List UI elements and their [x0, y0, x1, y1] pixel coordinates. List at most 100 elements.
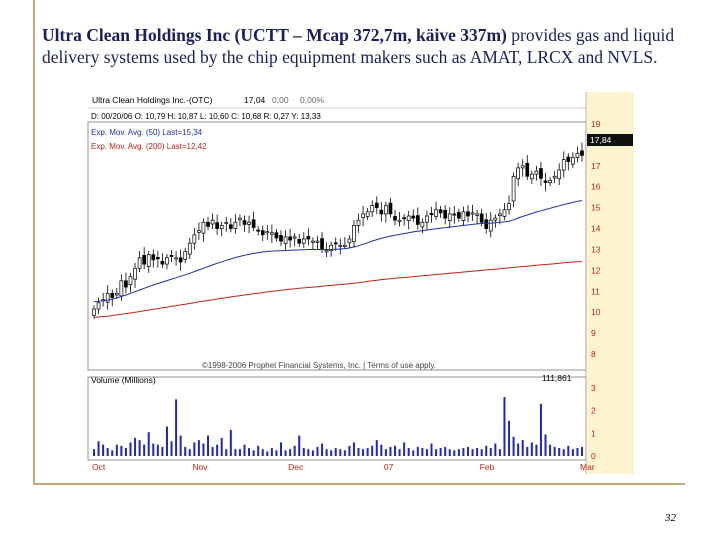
volume-bar: [220, 437, 223, 456]
candle-body: [370, 205, 375, 213]
candle: [425, 210, 429, 230]
volume-bar: [257, 445, 260, 456]
candle-body: [402, 217, 406, 220]
volume-bar: [453, 450, 456, 456]
candle: [457, 208, 461, 222]
price-tick-label: 8: [591, 349, 596, 359]
candle-body: [415, 215, 420, 225]
candle: [516, 162, 520, 187]
candle-body: [543, 180, 548, 183]
candle: [270, 224, 274, 243]
candle: [201, 218, 206, 242]
volume-bar: [430, 443, 433, 456]
candle-body: [288, 236, 292, 241]
volume-bar: [366, 448, 369, 456]
candle-body: [457, 212, 461, 219]
volume-tick-label: 2: [591, 406, 596, 416]
volume-bar: [544, 434, 547, 456]
candle: [415, 207, 420, 230]
volume-bar: [521, 440, 524, 456]
candle-body: [274, 232, 279, 239]
price-axis-ticks: 8 9 10 11 12 13 14 15 16 17 19: [591, 119, 601, 359]
price-tick-label: 11: [591, 286, 600, 296]
candle: [260, 225, 265, 242]
candle: [251, 211, 256, 232]
last-price-marker: [587, 134, 633, 146]
candle: [333, 237, 338, 251]
x-tick-label: Mar: [580, 462, 595, 472]
candle: [146, 250, 151, 273]
volume-title: Volume (Millions): [91, 375, 156, 385]
volume-bar: [156, 444, 159, 456]
candle-body: [238, 217, 242, 221]
candle-body: [133, 267, 137, 280]
candle: [466, 205, 470, 223]
stock-chart-svg: Ultra Clean Holdings Inc.-(OTC) 17,04 0,…: [86, 92, 634, 474]
candle-body: [507, 203, 511, 211]
candle-body: [265, 231, 270, 234]
slide-bottom-rule: [33, 483, 685, 485]
candle-body: [270, 232, 274, 235]
candle-body: [511, 175, 516, 202]
candle: [406, 210, 411, 230]
ema50-legend: Exp. Mov. Avg. (50) Last=15,34: [91, 128, 203, 137]
x-axis-labels: Oct Nov Dec 07 Feb Mar: [92, 462, 595, 472]
candle-body: [92, 308, 96, 316]
volume-bar: [216, 444, 219, 456]
volume-bar: [330, 450, 333, 456]
volume-bar: [362, 449, 365, 456]
candle-body: [520, 165, 525, 169]
candle: [529, 170, 534, 184]
volume-bar: [526, 446, 529, 456]
candle-body: [502, 209, 507, 217]
candle: [124, 272, 128, 294]
candle-body: [466, 211, 470, 217]
candle: [315, 235, 320, 250]
candle: [215, 214, 219, 235]
candle-body: [233, 221, 238, 229]
candle-body: [342, 244, 347, 247]
volume-bar: [494, 443, 497, 456]
candle: [356, 213, 361, 233]
candle-body: [566, 156, 571, 162]
candle: [488, 212, 493, 238]
volume-bar: [321, 443, 324, 456]
volume-bar: [143, 444, 146, 456]
candle-body: [447, 213, 452, 221]
volume-bar: [170, 441, 173, 456]
candle: [561, 151, 566, 178]
volume-bar: [161, 446, 164, 456]
candle: [539, 161, 543, 186]
candle-body: [429, 213, 434, 216]
candle: [370, 200, 375, 217]
volume-bar: [371, 445, 374, 456]
candle-body: [174, 257, 178, 260]
candle: [292, 233, 297, 247]
page-number: 32: [665, 512, 676, 524]
candle-body: [292, 236, 297, 239]
volume-bar: [485, 445, 488, 456]
candle-body: [187, 242, 192, 255]
candle: [110, 289, 115, 307]
candle: [256, 226, 261, 236]
last-price-marker-label: 17,84: [590, 135, 612, 145]
x-tick-label: Nov: [192, 462, 208, 472]
volume-bar: [407, 448, 410, 456]
candle: [156, 250, 160, 268]
candle: [379, 201, 384, 222]
candle-body: [397, 219, 402, 222]
candle-body: [333, 242, 338, 245]
slide-heading-rest: provides gas and liquid delivery systems…: [42, 25, 675, 67]
candle-body: [146, 254, 151, 267]
stock-chart: Ultra Clean Holdings Inc.-(OTC) 17,04 0,…: [86, 92, 634, 474]
volume-bar: [558, 448, 561, 456]
volume-bar: [106, 448, 109, 456]
volume-bar: [466, 446, 469, 456]
slide-heading-bold: Ultra Clean Holdings Inc (UCTT – Mcap 37…: [42, 25, 507, 45]
volume-bar: [93, 449, 95, 456]
candle-body: [338, 244, 343, 247]
candle-body: [379, 209, 384, 215]
price-tick-label: 12: [591, 265, 601, 275]
candle-body: [315, 240, 320, 243]
candle-body: [311, 240, 315, 243]
